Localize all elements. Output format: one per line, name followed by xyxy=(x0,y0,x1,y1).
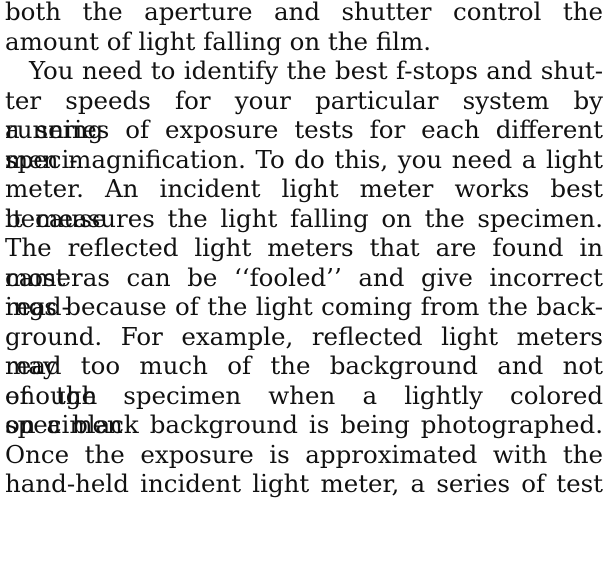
text-line: read too much of the background and not … xyxy=(5,351,603,410)
document-page: both the aperture and shutter control th… xyxy=(5,0,603,499)
text-line: amount of light falling on the film. xyxy=(5,26,432,56)
paragraph-aperture-shutter: both the aperture and shutter control th… xyxy=(5,0,603,56)
text-line: meter. An incident light meter works bes… xyxy=(5,174,603,233)
text-line: ter speeds for your particular system by… xyxy=(5,85,603,145)
text-line: both the aperture and shutter control th… xyxy=(5,0,603,26)
text-line: men magnification. To do this, you need … xyxy=(5,144,603,174)
text-line: ground. For example, reflected light met… xyxy=(5,321,603,381)
text-line: hand-held incident light meter, a series… xyxy=(5,469,603,498)
text-line: on a black background is being photograp… xyxy=(5,410,603,439)
text-line: The reflected light meters that are foun… xyxy=(5,233,603,292)
text-line: cameras can be ‘‘fooled’’ and give incor… xyxy=(5,262,603,322)
text-line: Once the exposure is approximated with t… xyxy=(5,439,603,469)
text-line: You need to identify the best f-stops an… xyxy=(29,56,603,85)
text-line: a series of exposure tests for each diff… xyxy=(5,115,603,174)
text-line: ings because of the light coming from th… xyxy=(5,292,603,321)
paragraph-exposure-tests: You need to identify the best f-stops an… xyxy=(5,56,603,499)
text-line: it measures the light falling on the spe… xyxy=(5,203,603,233)
text-line: of the specimen when a lightly colored s… xyxy=(5,380,603,440)
